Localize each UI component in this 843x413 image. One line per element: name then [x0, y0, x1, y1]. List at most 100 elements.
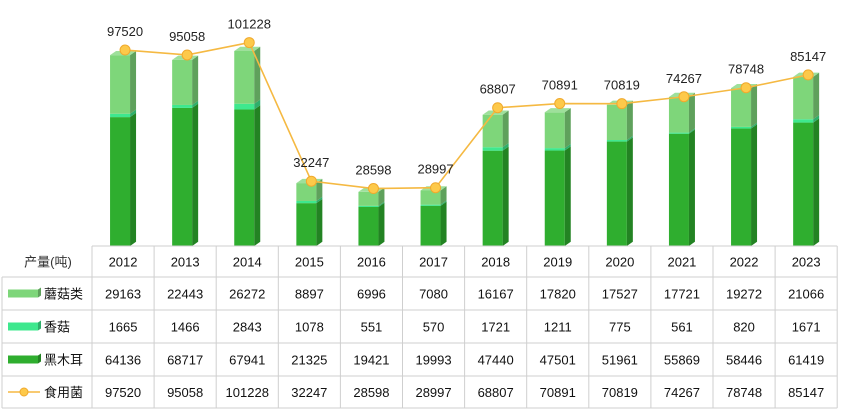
- bar-side-shiitake-2019: [564, 143, 571, 151]
- bar-mushroom-2015: [296, 183, 317, 201]
- x-tick-label: 2018: [481, 255, 510, 270]
- table-cell-black-fungus: 67941: [229, 353, 265, 368]
- data-label-2013: 95058: [169, 29, 205, 44]
- table-cell-total: 97520: [105, 385, 141, 400]
- bar-black-fungus-2015: [296, 203, 317, 246]
- table-cell-shiitake: 561: [671, 320, 693, 335]
- bar-side-shiitake-2012: [130, 109, 137, 118]
- bar-shiitake-2017: [420, 204, 441, 206]
- bar-side-mushroom-2018: [502, 110, 509, 148]
- data-label-2014: 101228: [228, 17, 271, 32]
- bar-side-black-fungus-2013: [192, 103, 199, 246]
- line-point-2013: [181, 49, 193, 61]
- legend-marker-total: [19, 387, 29, 397]
- bar-mushroom-2021: [668, 96, 689, 133]
- table-cell-total: 68807: [478, 385, 514, 400]
- bar-side-black-fungus-2020: [626, 137, 633, 246]
- data-label-2017: 28997: [417, 162, 453, 177]
- legend-swatch-black-fungus: [8, 355, 38, 364]
- table-cell-mushroom: 16167: [478, 287, 514, 302]
- bar-shiitake-2013: [172, 104, 193, 108]
- bar-side-mushroom-2020: [626, 100, 633, 141]
- x-tick-label: 2023: [792, 255, 821, 270]
- table-cell-mushroom: 17721: [664, 287, 700, 302]
- bar-side-mushroom-2015: [316, 178, 323, 201]
- table-cell-black-fungus: 61419: [788, 353, 824, 368]
- table-cell-shiitake: 820: [733, 320, 755, 335]
- x-tick-label: 2013: [171, 255, 200, 270]
- bar-side-shiitake-2021: [688, 128, 695, 134]
- bar-black-fungus-2018: [482, 150, 503, 246]
- table-cell-shiitake: 1665: [109, 320, 138, 335]
- table-cell-shiitake: 1211: [544, 320, 572, 335]
- line-point-2016: [367, 183, 379, 195]
- bar-side-mushroom-2021: [688, 92, 695, 133]
- data-label-2022: 78748: [728, 62, 764, 77]
- data-label-2021: 74267: [666, 71, 702, 86]
- bar-top-mushroom-2014: [234, 46, 261, 51]
- bar-side-shiitake-2013: [192, 100, 199, 108]
- bar-mushroom-2016: [358, 191, 379, 206]
- bar-black-fungus-2020: [606, 141, 627, 246]
- table-cell-shiitake: 1466: [171, 320, 200, 335]
- line-point-2019: [554, 98, 566, 110]
- bar-side-black-fungus-2022: [751, 124, 758, 246]
- bar-side-black-fungus-2018: [502, 146, 509, 246]
- table-cell-total: 28598: [353, 385, 389, 400]
- line-point-2020: [616, 98, 628, 110]
- bar-side-mushroom-2019: [564, 108, 571, 149]
- bar-mushroom-2022: [731, 88, 752, 127]
- table-cell-shiitake: 570: [423, 320, 445, 335]
- x-tick-label: 2012: [109, 255, 138, 270]
- legend-label-total: 食用菌: [44, 385, 83, 400]
- table-cell-total: 95058: [167, 385, 203, 400]
- line-point-2017: [430, 182, 442, 194]
- table-cell-mushroom: 17820: [540, 287, 576, 302]
- bar-side-shiitake-2015: [316, 196, 323, 204]
- bar-black-fungus-2013: [172, 107, 193, 246]
- legend-swatch-mushroom: [8, 289, 38, 298]
- table-cell-black-fungus: 64136: [105, 353, 141, 368]
- bar-side-black-fungus-2017: [440, 201, 447, 246]
- x-tick-label: 2022: [730, 255, 759, 270]
- bar-black-fungus-2022: [731, 128, 752, 246]
- legend-swatch-side-mushroom: [38, 287, 41, 298]
- bar-black-fungus-2012: [110, 117, 131, 247]
- x-tick-label: 2017: [419, 255, 448, 270]
- table-cell-total: 78748: [726, 385, 762, 400]
- table-cell-black-fungus: 51961: [602, 353, 638, 368]
- bar-mushroom-2014: [234, 50, 255, 104]
- legend-swatch-side-shiitake: [38, 320, 41, 331]
- table-cell-black-fungus: 47501: [540, 353, 576, 368]
- line-point-2012: [119, 44, 131, 56]
- table-cell-mushroom: 26272: [229, 287, 265, 302]
- table-cell-mushroom: 7080: [419, 287, 448, 302]
- table-cell-shiitake: 1078: [295, 320, 324, 335]
- data-label-2016: 28598: [355, 163, 391, 178]
- table-cell-black-fungus: 55869: [664, 353, 700, 368]
- data-label-2018: 68807: [480, 82, 516, 97]
- x-tick-label: 2020: [605, 255, 634, 270]
- table-cell-black-fungus: 58446: [726, 353, 762, 368]
- bar-black-fungus-2016: [358, 206, 379, 246]
- bar-shiitake-2022: [731, 126, 752, 129]
- bar-side-black-fungus-2019: [564, 146, 571, 246]
- line-point-2023: [802, 69, 814, 81]
- legend-swatch-shiitake: [8, 322, 38, 331]
- bar-shiitake-2014: [234, 103, 255, 110]
- table-cell-black-fungus: 68717: [167, 353, 203, 368]
- bar-side-shiitake-2016: [378, 201, 385, 207]
- bar-side-mushroom-2023: [813, 72, 820, 120]
- legend-swatch-side-black-fungus: [38, 353, 41, 364]
- table-cell-mushroom: 8897: [295, 287, 324, 302]
- table-cell-shiitake: 775: [609, 320, 631, 335]
- bar-side-mushroom-2017: [440, 186, 447, 205]
- table-cell-total: 74267: [664, 385, 700, 400]
- bar-shiitake-2021: [668, 132, 689, 134]
- legend-label-shiitake: 香菇: [44, 320, 70, 335]
- data-label-2019: 70891: [542, 78, 578, 93]
- table-cell-black-fungus: 19993: [415, 353, 451, 368]
- bar-side-black-fungus-2021: [688, 129, 695, 246]
- table-cell-mushroom: 29163: [105, 287, 141, 302]
- data-label-2023: 85147: [790, 49, 826, 64]
